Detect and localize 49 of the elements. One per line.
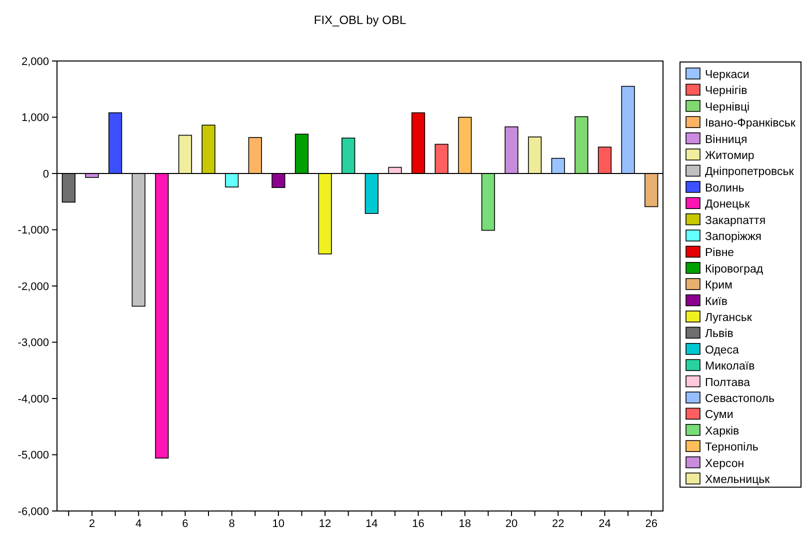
y-tick-label: -3,000 — [18, 337, 49, 350]
legend-label: Севастополь — [705, 393, 774, 406]
legend-label: Полтава — [705, 376, 751, 389]
legend-label: Рівне — [705, 247, 734, 260]
legend-label: Волинь — [705, 182, 744, 194]
x-tick-label: 24 — [598, 518, 611, 530]
chart-title: FIX_OBL by OBL — [314, 13, 406, 27]
x-tick-label: 6 — [182, 518, 188, 530]
legend-label: Житомир — [705, 150, 754, 162]
y-tick-label: -2,000 — [18, 280, 49, 293]
x-tick-label: 16 — [412, 518, 424, 530]
legend-label: Харків — [705, 425, 740, 438]
legend-label: Тернопіль — [705, 442, 758, 454]
y-tick-label: -4,000 — [18, 393, 49, 406]
legend-label: Хмельницьк — [705, 474, 771, 486]
legend-label: Львів — [705, 328, 734, 340]
x-tick-label: 4 — [136, 518, 142, 530]
y-tick-label: -5,000 — [18, 450, 49, 462]
legend-label: Дніпропетровськ — [705, 166, 795, 178]
legend-label: Чернівці — [705, 101, 750, 114]
x-tick-label: 10 — [272, 518, 285, 530]
legend-label: Херсон — [705, 458, 744, 470]
legend-label: Луганськ — [705, 312, 753, 324]
legend-label: Донецьк — [705, 198, 751, 211]
y-tick-label: -1,000 — [18, 224, 49, 237]
legend-label: Чернігів — [705, 85, 748, 98]
legend-label: Івано-Франківськ — [705, 118, 796, 130]
legend-label: Закарпаття — [705, 214, 766, 227]
x-tick-label: 26 — [645, 518, 658, 530]
x-tick-label: 20 — [505, 518, 518, 530]
x-tick-label: 12 — [318, 518, 332, 530]
legend-label: Кіровоград — [705, 263, 764, 276]
legend-label: Черкаси — [705, 69, 750, 82]
y-tick-label: -6,000 — [18, 506, 49, 518]
x-tick-label: 2 — [88, 518, 96, 530]
x-tick-label: 14 — [366, 518, 378, 530]
legend-label: Одеса — [705, 344, 740, 356]
legend-label: Суми — [705, 409, 734, 422]
legend-label: Вінниця — [705, 134, 748, 146]
legend-label: Запоріжжя — [705, 231, 762, 244]
y-tick-label: 1,000 — [21, 112, 49, 124]
x-tick-label: 22 — [552, 518, 564, 530]
legend-label: Крим — [705, 280, 733, 292]
x-tick-label: 8 — [228, 518, 235, 530]
y-tick-label: 2,000 — [21, 56, 49, 68]
legend-label: Київ — [705, 296, 728, 308]
y-tick-label: 0 — [42, 168, 49, 180]
x-tick-label: 18 — [458, 518, 472, 530]
legend-label: Миколаїв — [705, 360, 755, 373]
